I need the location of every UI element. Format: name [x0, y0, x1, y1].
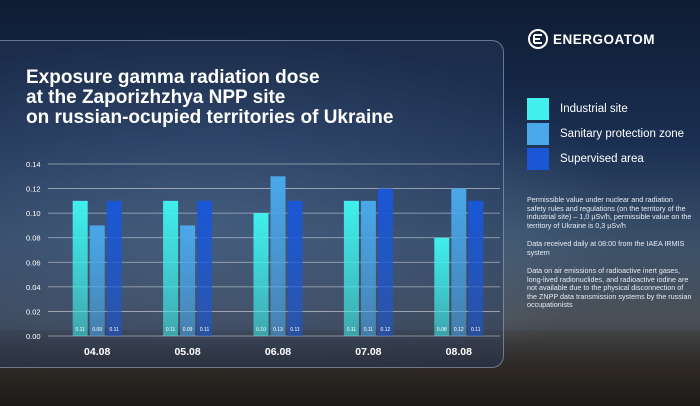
- bar: [180, 225, 196, 336]
- x-tick-label: 07.08: [355, 346, 381, 358]
- legend-label-supervised: Supervised area: [560, 153, 644, 165]
- bar-value-label: 0.11: [471, 327, 481, 333]
- bar: [106, 200, 122, 336]
- x-tick-label: 06.08: [265, 346, 291, 358]
- bar-value-label: 0.11: [76, 327, 86, 333]
- x-tick-label: 04.08: [84, 346, 110, 358]
- bar-value-label: 0.11: [290, 327, 300, 333]
- bar: [468, 200, 484, 336]
- bar: [343, 200, 359, 336]
- bar-value-label: 0.13: [273, 327, 283, 333]
- y-tick-label: 0.08: [26, 234, 41, 243]
- bar-value-label: 0.11: [364, 327, 374, 333]
- legend-item-sanitary: Sanitary protection zone: [527, 123, 684, 145]
- y-tick-label: 0.02: [26, 307, 41, 316]
- bar-value-label: 0.11: [347, 327, 357, 333]
- logo-text: ENERGOATOM: [553, 31, 656, 47]
- bar: [89, 225, 105, 336]
- bar: [253, 213, 269, 336]
- bar-value-label: 0.12: [381, 327, 391, 333]
- legend-label-industrial: Industrial site: [560, 103, 628, 115]
- bar: [163, 200, 179, 336]
- bar: [197, 200, 213, 336]
- bar: [434, 237, 450, 336]
- note-data-source: Data received daily at 08:00 from the IA…: [527, 239, 685, 257]
- legend-item-industrial: Industrial site: [527, 98, 628, 120]
- legend-swatch-supervised: [527, 148, 549, 170]
- bar-value-label: 0.09: [92, 327, 102, 333]
- background-ground: [0, 330, 700, 406]
- bar-value-label: 0.08: [437, 327, 447, 333]
- legend-item-supervised: Supervised area: [527, 148, 644, 170]
- y-tick-label: 0.10: [26, 209, 41, 218]
- energoatom-logo-icon: [528, 29, 548, 49]
- bar: [451, 188, 467, 336]
- bar-value-label: 0.10: [256, 327, 266, 333]
- x-tick-label: 08.08: [446, 346, 472, 358]
- bar-value-label: 0.12: [454, 327, 464, 333]
- bar: [360, 200, 376, 336]
- chart-title: Exposure gamma radiation dose at the Zap…: [26, 67, 394, 128]
- x-tick-label: 05.08: [174, 346, 200, 358]
- bar: [270, 176, 286, 336]
- y-tick-label: 0.12: [26, 185, 41, 194]
- bar-value-label: 0.11: [200, 327, 210, 333]
- y-tick-label: 0.06: [26, 258, 41, 267]
- bar: [377, 188, 393, 336]
- y-tick-label: 0.00: [26, 332, 41, 341]
- bar: [72, 200, 88, 336]
- legend-swatch-industrial: [527, 98, 549, 120]
- note-permissible-value: Permissible value under nuclear and radi…: [527, 196, 692, 230]
- notes: Permissible value under nuclear and radi…: [527, 196, 700, 320]
- note-emissions: Data on air emissions of radioactive ine…: [527, 266, 692, 309]
- energoatom-logo[interactable]: ENERGOATOM: [527, 28, 655, 50]
- bar: [287, 200, 303, 336]
- bar-value-label: 0.09: [183, 327, 193, 333]
- legend-swatch-sanitary: [527, 123, 549, 145]
- bar-value-label: 0.11: [166, 327, 176, 333]
- y-tick-label: 0.04: [26, 283, 41, 292]
- y-tick-label: 0.14: [26, 160, 41, 169]
- bar-value-label: 0.11: [110, 327, 120, 333]
- legend-label-sanitary: Sanitary protection zone: [560, 128, 685, 140]
